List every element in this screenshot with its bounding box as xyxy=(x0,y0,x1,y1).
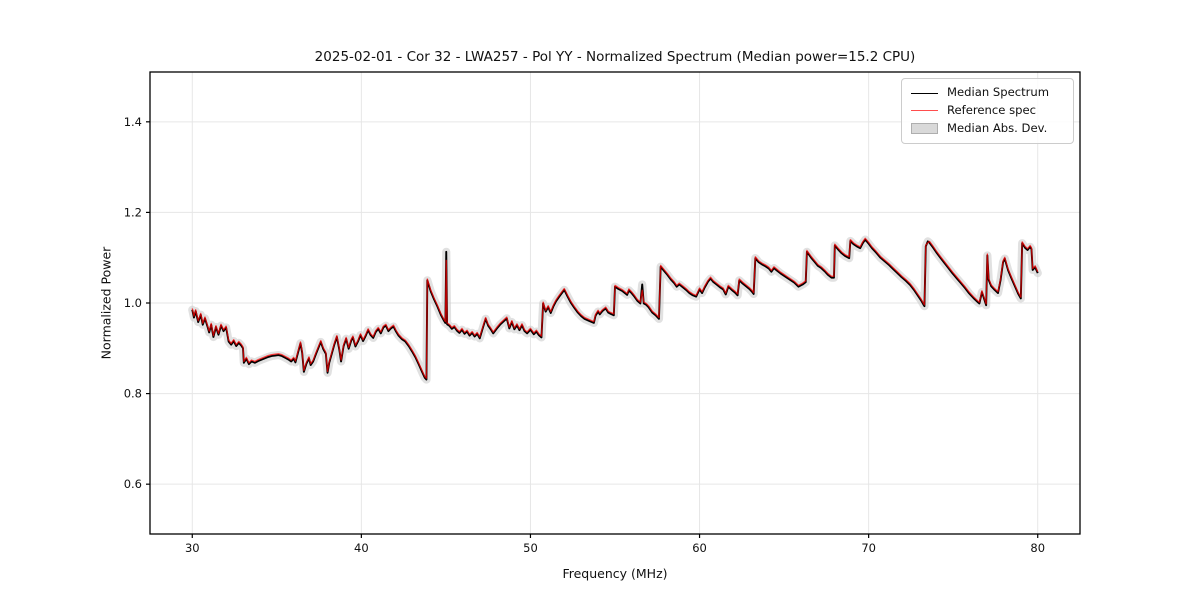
x-tick-label: 60 xyxy=(692,541,707,555)
y-tick-label: 1.4 xyxy=(124,115,142,129)
x-axis-label: Frequency (MHz) xyxy=(562,566,668,581)
legend-label-mad: Median Abs. Dev. xyxy=(947,121,1048,136)
legend-label-reference: Reference spec xyxy=(947,103,1036,118)
legend-label-median: Median Spectrum xyxy=(947,85,1050,100)
median-line-sample-icon xyxy=(911,92,938,94)
x-tick-label: 50 xyxy=(523,541,538,555)
x-tick-label: 40 xyxy=(354,541,369,555)
y-axis-label: Normalized Power xyxy=(98,246,114,360)
reference-line-sample-icon xyxy=(911,110,938,112)
x-tick-label: 80 xyxy=(1030,541,1045,555)
y-tick-label: 0.8 xyxy=(124,387,142,401)
legend-item-reference: Reference spec xyxy=(911,105,1065,117)
x-tick-label: 30 xyxy=(185,541,200,555)
x-tick-label: 70 xyxy=(861,541,876,555)
legend-item-median: Median Spectrum xyxy=(911,87,1065,99)
median-spectrum-line xyxy=(191,238,1039,381)
y-tick-label: 1.2 xyxy=(124,205,142,219)
mad-band-sample-icon xyxy=(911,123,938,135)
y-tick-label: 0.6 xyxy=(124,477,142,491)
legend: Median Spectrum Reference spec Median Ab… xyxy=(901,78,1074,144)
chart-title: 2025-02-01 - Cor 32 - LWA257 - Pol YY - … xyxy=(314,49,916,65)
y-tick-label: 1.0 xyxy=(124,296,142,310)
legend-item-mad: Median Abs. Dev. xyxy=(911,121,1065,136)
reference-spec-line xyxy=(191,237,1039,379)
